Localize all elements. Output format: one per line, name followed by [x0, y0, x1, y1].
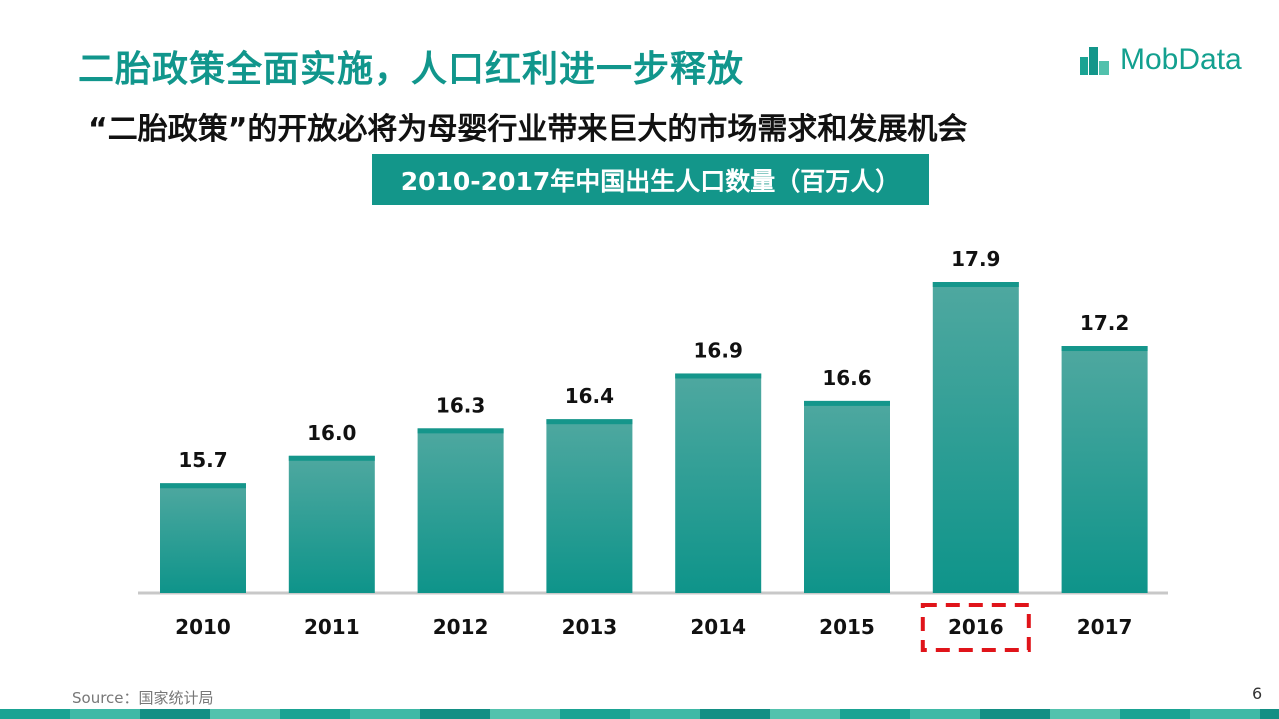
chart-title: 2010-2017年中国出生人口数量（百万人）	[372, 154, 929, 205]
x-tick-label: 2013	[562, 615, 618, 639]
x-tick-label: 2017	[1077, 615, 1133, 639]
page-number: 6	[1252, 684, 1263, 703]
bar-2011	[288, 455, 375, 593]
bar-cap-2013	[546, 419, 633, 425]
bar-2016	[932, 282, 1019, 593]
x-tick-label: 2012	[433, 615, 489, 639]
bar-cap-2015	[804, 400, 890, 406]
bar-cap-2011	[288, 455, 375, 461]
bar-2014	[675, 373, 762, 593]
bar-cap-2017	[1061, 346, 1148, 352]
x-tick-label: 2016	[948, 615, 1004, 639]
logo-icon	[1080, 47, 1109, 75]
bar-2015	[804, 400, 890, 593]
x-tick-label: 2014	[690, 615, 746, 639]
bar-cap-2010	[160, 483, 246, 489]
value-label: 16.9	[694, 338, 743, 362]
bar-cap-2014	[675, 373, 762, 379]
value-label: 15.7	[178, 448, 227, 472]
bar-2013	[546, 419, 633, 593]
highlight-box	[920, 603, 1031, 652]
logo: MobData	[1078, 40, 1242, 80]
value-label: 16.3	[436, 393, 485, 417]
x-tick-label: 2015	[819, 615, 875, 639]
bar-chart: 15.7 2010 16.0 2011 16.3 2012 16.4 2013 16.9 2014…	[138, 247, 1168, 652]
page-subtitle: “二胎政策”的开放必将为母婴行业带来巨大的市场需求和发展机会	[88, 112, 968, 147]
value-label: 16.0	[307, 421, 356, 445]
bar-cap-2012	[417, 428, 504, 434]
logo-text: MobData	[1120, 43, 1242, 76]
page-title: 二胎政策全面实施，人口红利进一步释放	[78, 49, 745, 90]
x-tick-label: 2011	[304, 615, 360, 639]
bar-2010	[160, 483, 246, 593]
x-tick-label: 2010	[175, 615, 231, 639]
value-label: 17.2	[1080, 311, 1129, 335]
bar-2017	[1061, 346, 1148, 593]
bar-2012	[417, 428, 504, 593]
value-label: 17.9	[951, 247, 1000, 271]
value-label: 16.6	[822, 366, 871, 390]
value-label: 16.4	[565, 384, 614, 408]
bar-cap-2016	[932, 282, 1019, 287]
footer-stripe	[0, 709, 1279, 719]
source-note: Source：国家统计局	[72, 689, 214, 707]
